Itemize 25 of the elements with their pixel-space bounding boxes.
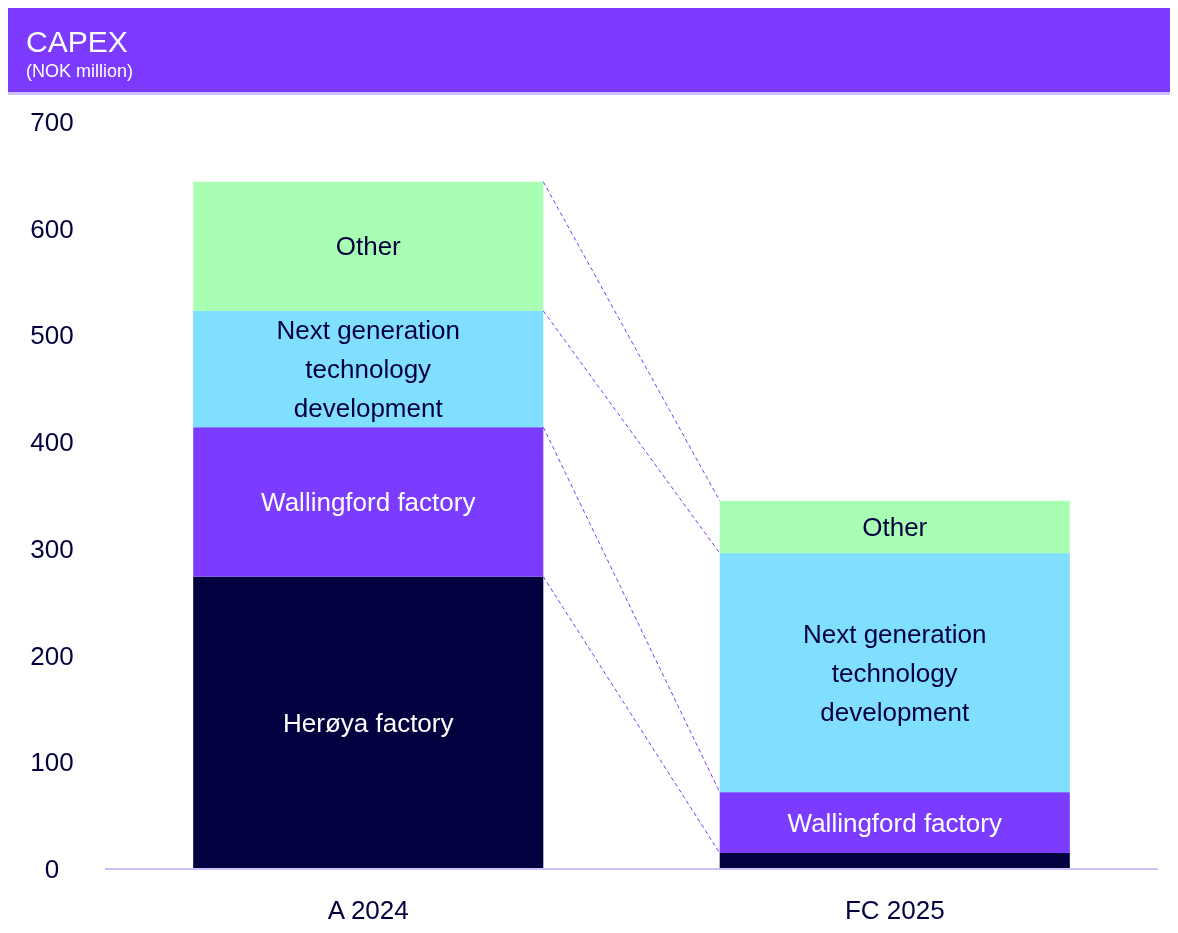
bar (719, 500, 1070, 554)
text: Other (335, 231, 401, 262)
y-tick-label: 100 (30, 747, 74, 778)
chart-subtitle: (NOK million) (26, 61, 134, 81)
y-tick-label: 500 (30, 320, 74, 351)
text: Next generation technology development (802, 618, 987, 727)
chart-title: CAPEX (26, 25, 128, 58)
bar (193, 310, 544, 428)
series-label: Wallingford factory (787, 807, 1002, 838)
y-tick-label: 300 (30, 533, 74, 564)
y-tick-label: 200 (30, 640, 74, 671)
y-tick-label: 400 (30, 427, 74, 458)
bar (719, 553, 1070, 793)
y-tick-label: 600 (30, 213, 74, 244)
series-label: Next generation technology development (276, 315, 461, 424)
x-tick-label: FC 2025 (844, 895, 945, 925)
series-label: Herøya factory (283, 707, 454, 738)
y-tick-label: 0 (44, 854, 60, 884)
y-tick-label: 700 (30, 107, 74, 137)
x-tick-label: A 2024 (327, 895, 409, 925)
bar (193, 576, 544, 869)
bar (719, 852, 1070, 869)
bar (193, 181, 544, 311)
text: Wallingford factory (261, 486, 476, 517)
series-label: Other (862, 511, 928, 542)
